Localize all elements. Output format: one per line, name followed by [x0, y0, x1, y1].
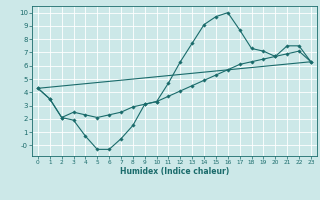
X-axis label: Humidex (Indice chaleur): Humidex (Indice chaleur) — [120, 167, 229, 176]
